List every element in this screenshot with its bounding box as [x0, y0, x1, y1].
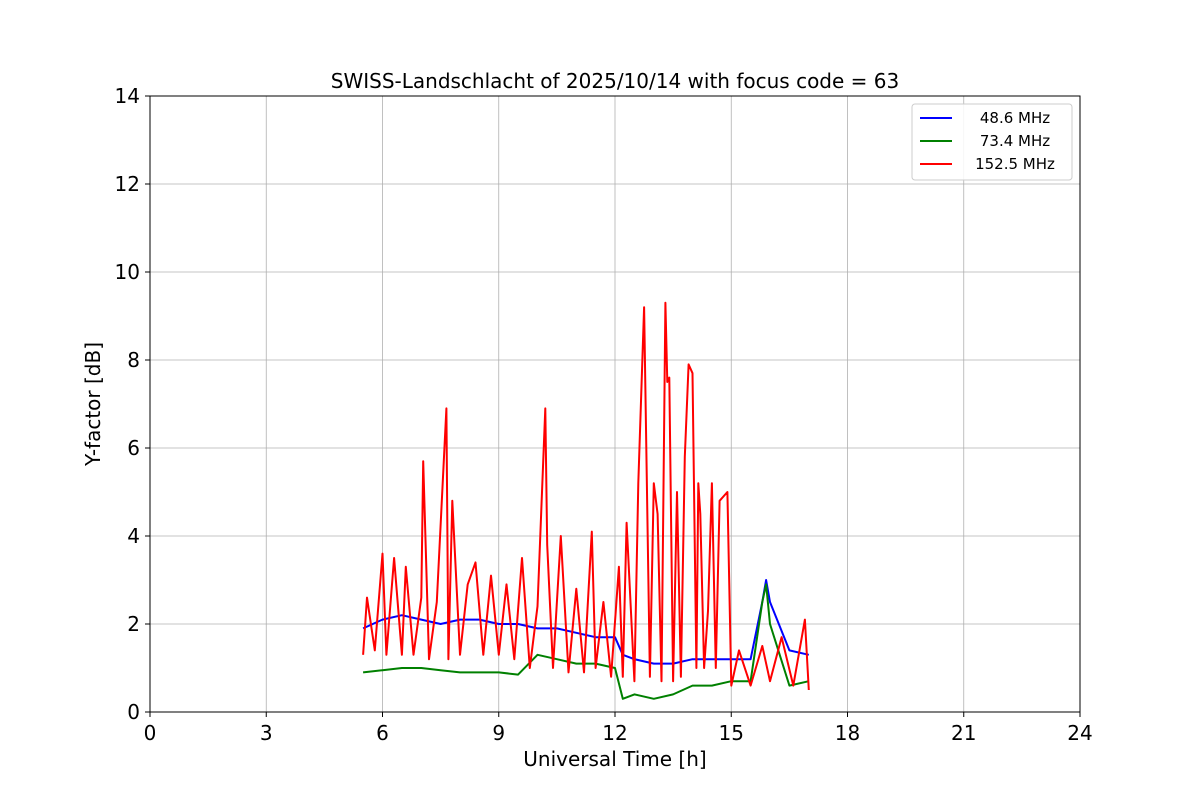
x-tick-label: 3 — [260, 721, 273, 745]
legend-label: 48.6 MHz — [980, 109, 1050, 127]
series-line-73-4-mhz — [362, 583, 810, 700]
y-tick-label: 0 — [127, 700, 140, 724]
y-axis-label: Y-factor [dB] — [81, 342, 105, 467]
legend-label: 152.5 MHz — [975, 155, 1055, 173]
legend-label: 73.4 MHz — [980, 132, 1050, 150]
y-axis-ticks: 0 2 4 6 8 10 12 14 — [115, 84, 150, 724]
y-tick-label: 8 — [127, 348, 140, 372]
y-tick-label: 4 — [127, 524, 140, 548]
y-tick-label: 14 — [115, 84, 140, 108]
chart-title: SWISS-Landschlacht of 2025/10/14 with fo… — [331, 69, 899, 93]
x-tick-label: 24 — [1067, 721, 1092, 745]
y-tick-label: 10 — [115, 260, 140, 284]
x-tick-label: 9 — [492, 721, 505, 745]
x-axis-ticks: 0 3 6 9 12 15 18 21 24 — [144, 712, 1093, 745]
y-tick-label: 12 — [115, 172, 140, 196]
x-axis-label: Universal Time [h] — [523, 747, 706, 771]
x-tick-label: 6 — [376, 721, 389, 745]
x-tick-label: 21 — [951, 721, 976, 745]
series-line-48-6-mhz — [362, 579, 810, 665]
legend: 48.6 MHz 73.4 MHz 152.5 MHz — [911, 103, 1073, 181]
y-tick-label: 6 — [127, 436, 140, 460]
legend-box — [911, 103, 1073, 181]
plot-series — [362, 301, 810, 700]
x-tick-label: 15 — [719, 721, 744, 745]
y-tick-label: 2 — [127, 612, 140, 636]
x-tick-label: 18 — [835, 721, 860, 745]
x-tick-label: 12 — [602, 721, 627, 745]
x-tick-label: 0 — [144, 721, 157, 745]
series-line-152-5-mhz — [362, 301, 810, 691]
